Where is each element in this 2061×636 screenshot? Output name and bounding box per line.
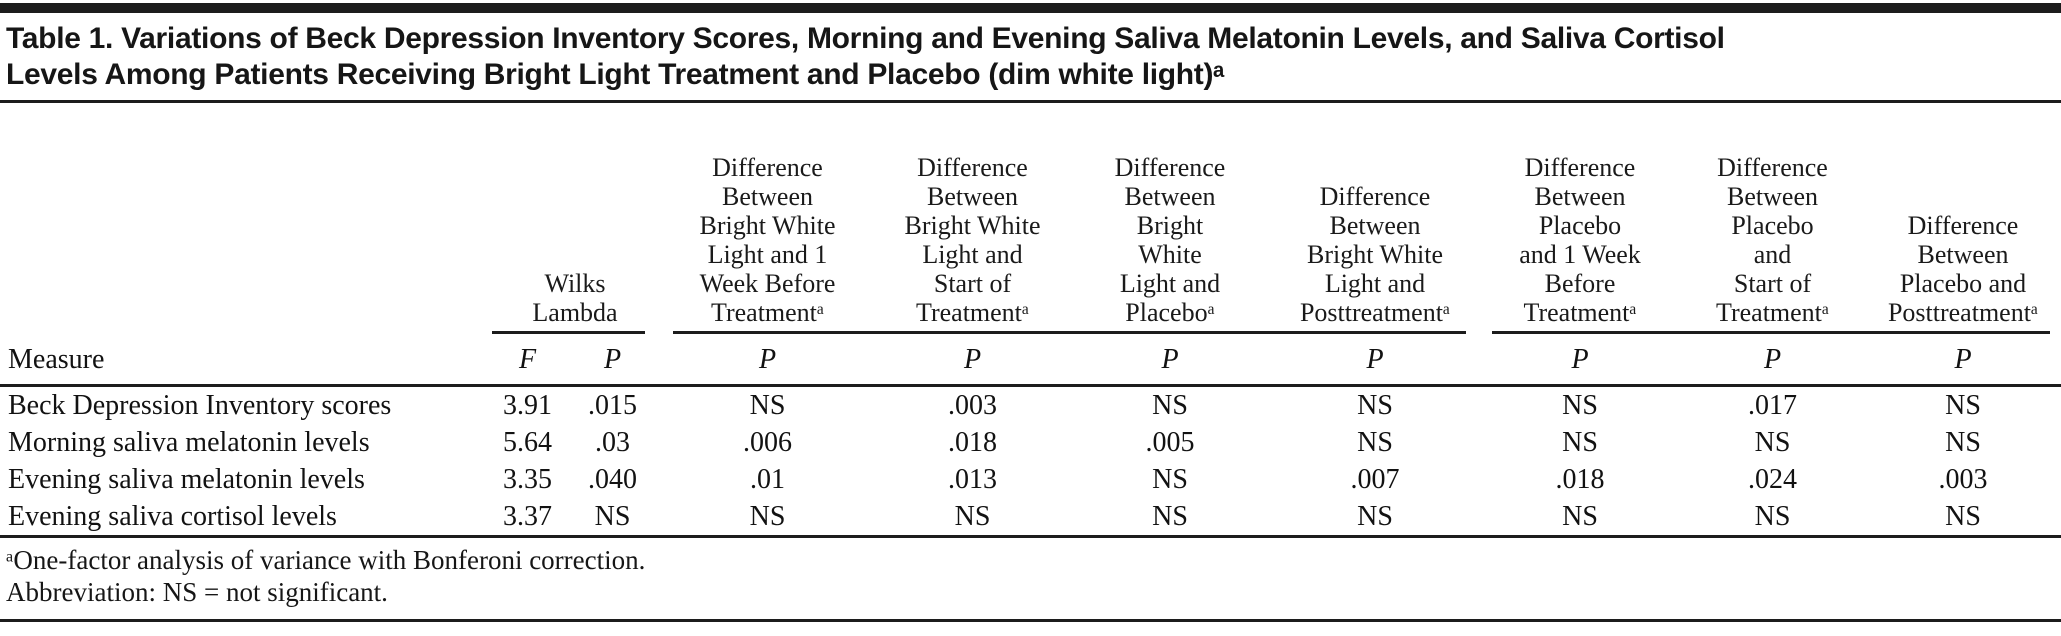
- table-cell: .017: [1748, 389, 1797, 421]
- table-cell: .018: [1555, 463, 1605, 495]
- column-header-diff-placebo-posttreatment: Difference Between Placebo and Posttreat…: [1887, 211, 2039, 327]
- table-cell: .013: [948, 463, 997, 495]
- subheader-P-6: P: [1680, 338, 1865, 387]
- table-cell: NS: [660, 498, 875, 538]
- table-row-morning-melatonin: Morning saliva melatonin levels 5.64 .03…: [0, 424, 2061, 461]
- row-label: Evening saliva cortisol levels: [0, 498, 490, 538]
- table-cell: NS: [1562, 426, 1598, 458]
- table-cell: NS: [1945, 389, 1981, 421]
- column-header-diff-bwl-posttreatment: Difference Between Bright White Light an…: [1299, 182, 1451, 327]
- table-cell: .015: [588, 389, 637, 421]
- table-cell: NS: [1357, 389, 1393, 421]
- footnote-abbreviation: Abbreviation: NS = not significant.: [6, 577, 388, 607]
- column-header-diff-bwl-start: Difference Between Bright White Light an…: [904, 153, 1041, 327]
- table-cell: NS: [749, 389, 786, 421]
- row-label: Evening saliva melatonin levels: [8, 463, 365, 495]
- table-cell: .006: [743, 426, 792, 458]
- table-cell: NS: [875, 498, 1070, 538]
- table-cell: .040: [588, 463, 637, 495]
- table-cell: NS: [1152, 463, 1188, 495]
- table-row-evening-melatonin: Evening saliva melatonin levels 3.35 .04…: [0, 461, 2061, 498]
- table-cell: .003: [1938, 463, 1988, 495]
- subheader-P-3: P: [1070, 338, 1270, 387]
- data-table: Wilks Lambda Difference Between Bright W…: [0, 103, 2061, 538]
- subheader-F: F: [490, 338, 565, 387]
- row-label: Beck Depression Inventory scores: [8, 389, 392, 421]
- table-title: Table 1. Variations of Beck Depression I…: [0, 13, 2061, 103]
- subheader-P-7: P: [1865, 338, 2061, 387]
- table-row-beck-depression: Beck Depression Inventory scores 3.91 .0…: [0, 386, 2061, 425]
- table-cell: NS: [1480, 498, 1680, 538]
- table-cell: NS: [1680, 498, 1865, 538]
- table-row-evening-cortisol: Evening saliva cortisol levels 3.37 NS N…: [0, 498, 2061, 538]
- subheader-P-1: P: [660, 338, 875, 387]
- subheader-P-5: P: [1480, 338, 1680, 387]
- table-cell: .018: [948, 426, 997, 458]
- column-header-wilks-lambda: Wilks Lambda: [532, 269, 618, 327]
- table-cell: 5.64: [503, 426, 552, 458]
- table-cell: NS: [1754, 426, 1791, 458]
- group-rule-row: [0, 331, 2061, 338]
- table-cell: 3.37: [490, 498, 565, 538]
- table-cell: .007: [1350, 463, 1400, 495]
- group-rule-bright-light: [660, 331, 1480, 338]
- subheader-P-2: P: [875, 338, 1070, 387]
- table-cell: NS: [565, 498, 660, 538]
- table-cell: .01: [750, 463, 785, 495]
- table-cell: .03: [595, 426, 630, 458]
- group-rule-placebo: [1480, 331, 2061, 338]
- table-cell: NS: [1357, 426, 1393, 458]
- table-cell: .003: [948, 389, 997, 421]
- top-rule: [0, 3, 2061, 13]
- table-cell: 3.35: [503, 463, 552, 495]
- footnotes: ᵃOne-factor analysis of variance with Bo…: [0, 538, 2061, 622]
- footnote-anova: ᵃOne-factor analysis of variance with Bo…: [6, 545, 646, 575]
- table-cell: 3.91: [503, 389, 552, 421]
- header-spacer: [0, 103, 490, 331]
- subheader-row: Measure F P P P P P P P P: [0, 338, 2061, 387]
- table-cell: NS: [1152, 389, 1188, 421]
- rule-spacer: [0, 331, 490, 338]
- subheader-P-wilks: P: [565, 338, 660, 387]
- table-cell: .024: [1748, 463, 1797, 495]
- column-header-diff-placebo-start: Difference Between Placebo and Start of …: [1715, 153, 1830, 327]
- row-label: Morning saliva melatonin levels: [8, 426, 370, 458]
- table-cell: NS: [1865, 498, 2061, 538]
- column-header-diff-bwl-1week-before: Difference Between Bright White Light an…: [699, 153, 836, 327]
- table-cell: NS: [1945, 426, 1981, 458]
- column-header-diff-bwl-placebo: Difference Between Bright White Light an…: [1114, 153, 1226, 327]
- group-rule-wilks: [490, 331, 660, 338]
- table-cell: NS: [1562, 389, 1598, 421]
- column-header-measure: Measure: [0, 338, 490, 387]
- subheader-P-4: P: [1270, 338, 1480, 387]
- table-cell: .005: [1145, 426, 1195, 458]
- header-row: Wilks Lambda Difference Between Bright W…: [0, 103, 2061, 331]
- paper-table-figure: Table 1. Variations of Beck Depression I…: [0, 3, 2061, 636]
- column-header-diff-placebo-1week-before: Difference Between Placebo and 1 Week Be…: [1519, 153, 1641, 327]
- table-cell: NS: [1070, 498, 1270, 538]
- table-cell: NS: [1270, 498, 1480, 538]
